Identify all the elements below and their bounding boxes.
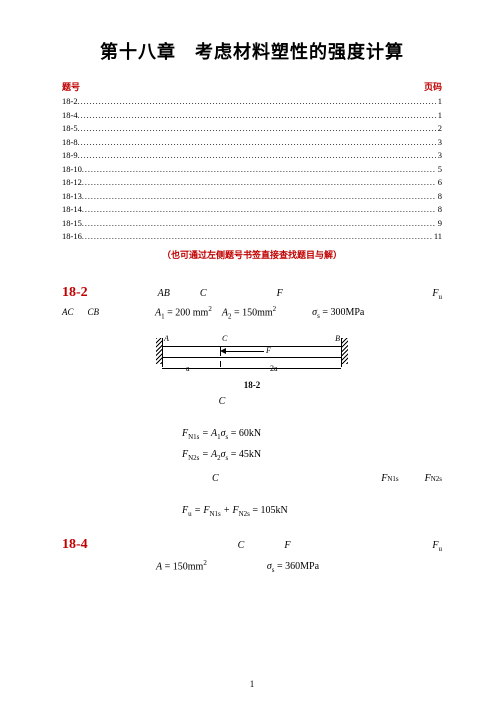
header-left: 题号 (62, 80, 80, 93)
problem-number: 18-2 (62, 285, 88, 301)
problem-18-4-line2: A = 150mm2 σs = 360MPa (62, 559, 442, 574)
var-A: A = 150mm2 (156, 559, 207, 572)
var-A1: A1 = 200 mm2 (155, 305, 212, 320)
problem-18-2-line1: 18-2 AB C F Fu (62, 285, 442, 301)
toc-page: 3 (436, 149, 442, 163)
chapter-title: 第十八章 考虑材料塑性的强度计算 (0, 0, 504, 64)
eq-fu: Fu = FN1s + FN2s = 105kN (182, 502, 442, 523)
toc-page: 2 (436, 122, 442, 136)
toc-row: 18-8 3 (62, 136, 442, 150)
toc-page: 5 (436, 163, 442, 177)
toc-label: 18-2 (62, 95, 78, 109)
line-C-F: C FN1s FN2s (62, 473, 442, 484)
toc-row: 18-13 8 (62, 190, 442, 204)
label-F: F (266, 346, 271, 355)
var-C: C (238, 540, 245, 551)
toc-page: 6 (436, 176, 442, 190)
toc-label: 18-4 (62, 109, 78, 123)
toc-dots (82, 217, 436, 231)
toc-dots (82, 230, 432, 244)
toc-label: 18-15 (62, 217, 82, 231)
toc-page: 9 (436, 217, 442, 231)
toc-label: 18-16 (62, 230, 82, 244)
toc-dots (82, 203, 436, 217)
var-F: F (284, 540, 290, 551)
toc-page: 1 (436, 95, 442, 109)
toc-dots (78, 149, 436, 163)
bookmark-note: （也可通过左侧题号书签直接查找题目与解） (0, 248, 504, 261)
page-number: 1 (0, 679, 504, 689)
beam-diagram: A C B F a 2a (142, 328, 362, 378)
eq-fn1s: FN1s = A1σs = 60kN (182, 425, 442, 446)
dim-2a: 2a (270, 364, 278, 373)
toc-header: 题号 页码 (0, 80, 504, 93)
toc-page: 11 (432, 230, 442, 244)
label-A: A (164, 334, 169, 343)
var-AC: AC (62, 307, 74, 317)
var-CB: CB (88, 307, 100, 317)
label-B: B (335, 334, 340, 343)
toc-dots (82, 176, 436, 190)
var-Fu: Fu (432, 288, 442, 301)
problem-18-2-line2: AC CB A1 = 200 mm2 A2 = 150mm2 σs = 300M… (62, 305, 442, 320)
var-F: F (277, 288, 283, 299)
toc-label: 18-8 (62, 136, 78, 150)
toc-page: 8 (436, 190, 442, 204)
toc-page: 3 (436, 136, 442, 150)
toc-dots (78, 95, 436, 109)
toc-dots (82, 163, 436, 177)
beam (162, 346, 342, 358)
toc-label: 18-14 (62, 203, 82, 217)
var-AB: AB (158, 288, 170, 299)
var-sigma: σs = 300MPa (312, 307, 364, 320)
header-right: 页码 (424, 80, 442, 93)
toc-dots (78, 122, 436, 136)
label-C-center: C (2, 396, 442, 407)
toc-row: 18-14 8 (62, 203, 442, 217)
force-arrow-line (224, 351, 264, 352)
toc: 18-2 1 18-4 1 18-5 2 18-8 3 18-9 3 18-10 5 18-… (0, 95, 504, 244)
toc-row: 18-12 6 (62, 176, 442, 190)
toc-row: 18-15 9 (62, 217, 442, 231)
var-Fu: Fu (432, 540, 442, 553)
toc-row: 18-2 1 (62, 95, 442, 109)
toc-row: 18-16 11 (62, 230, 442, 244)
var-sigma: σs = 360MPa (267, 561, 319, 574)
label-C: C (222, 334, 227, 343)
toc-dots (78, 136, 436, 150)
toc-row: 18-10 5 (62, 163, 442, 177)
dim-a: a (186, 364, 190, 373)
toc-page: 8 (436, 203, 442, 217)
problem-number: 18-4 (62, 537, 88, 553)
toc-dots (78, 109, 436, 123)
toc-dots (82, 190, 436, 204)
force-arrow-head (220, 348, 226, 354)
toc-page: 1 (436, 109, 442, 123)
wall-right (341, 338, 348, 364)
var-A2: A2 = 150mm2 (222, 305, 276, 320)
toc-row: 18-9 3 (62, 149, 442, 163)
toc-label: 18-13 (62, 190, 82, 204)
figure-caption: 18-2 (62, 380, 442, 390)
problem-18-4-line1: 18-4 C F Fu (62, 537, 442, 553)
toc-label: 18-12 (62, 176, 82, 190)
eq-fn2s: FN2s = A2σs = 45kN (182, 446, 442, 467)
toc-row: 18-4 1 (62, 109, 442, 123)
var-C: C (200, 288, 207, 299)
toc-label: 18-5 (62, 122, 78, 136)
toc-label: 18-9 (62, 149, 78, 163)
toc-label: 18-10 (62, 163, 82, 177)
toc-row: 18-5 2 (62, 122, 442, 136)
